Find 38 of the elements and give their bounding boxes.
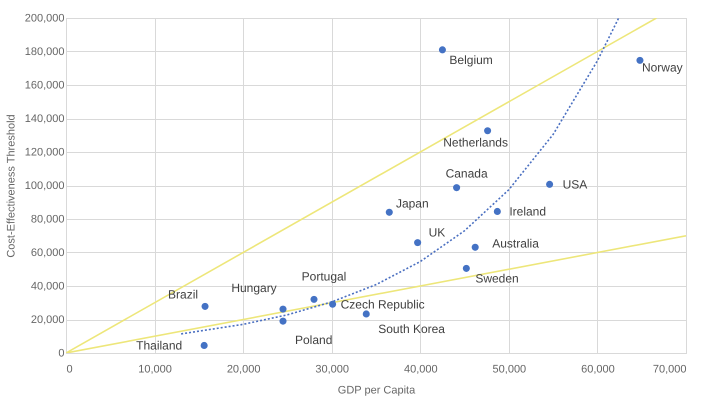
annotation: Thailand bbox=[136, 338, 182, 352]
annotation: Poland bbox=[295, 333, 332, 348]
annotation: Hungary bbox=[231, 281, 277, 296]
annotation: South Korea bbox=[378, 322, 446, 336]
annotation: Norway bbox=[642, 60, 683, 74]
annotation: Portugal bbox=[302, 269, 346, 284]
x-tick-label: 70,000 bbox=[652, 364, 686, 376]
x-axis-title: GDP per Capita bbox=[338, 384, 416, 396]
x-tick-label: 10,000 bbox=[138, 364, 172, 376]
x-tick-label: 60,000 bbox=[581, 364, 615, 376]
y-tick-label: 160,000 bbox=[24, 80, 64, 92]
annotation: Japan bbox=[396, 196, 429, 210]
annotation: Netherlands bbox=[443, 136, 508, 150]
x-tick-label: 20,000 bbox=[226, 364, 260, 376]
y-tick-label: 0 bbox=[58, 348, 64, 360]
x-tick-label: 0 bbox=[66, 364, 73, 376]
x-tick-label: 30,000 bbox=[315, 364, 350, 376]
annotation: USA bbox=[562, 177, 588, 192]
annotation: Ireland bbox=[509, 204, 546, 218]
annotation: Canada bbox=[446, 166, 488, 181]
annotation: Australia bbox=[492, 236, 540, 250]
y-tick-label: 200,000 bbox=[24, 12, 64, 24]
y-tick-label: 180,000 bbox=[24, 46, 64, 58]
annotation: Brazil bbox=[168, 287, 198, 302]
y-tick-label: 60,000 bbox=[30, 247, 64, 259]
x-tick-label: 50,000 bbox=[492, 364, 526, 376]
y-tick-label: 120,000 bbox=[24, 146, 64, 158]
annotation: Czech Republic bbox=[340, 297, 425, 312]
y-tick-label: 80,000 bbox=[30, 214, 64, 226]
y-axis-title: Cost-Effectiveness Threshold bbox=[6, 114, 18, 258]
y-tick-label: 140,000 bbox=[24, 113, 64, 125]
annotation: Belgium bbox=[449, 52, 493, 67]
x-tick-label: 40,000 bbox=[404, 364, 438, 376]
y-tick-label: 40,000 bbox=[30, 280, 64, 292]
y-tick-label: 20,000 bbox=[30, 314, 64, 326]
y-tick-label: 100,000 bbox=[24, 180, 64, 192]
annotation: UK bbox=[428, 226, 446, 240]
annotation: Sweden bbox=[475, 271, 519, 286]
